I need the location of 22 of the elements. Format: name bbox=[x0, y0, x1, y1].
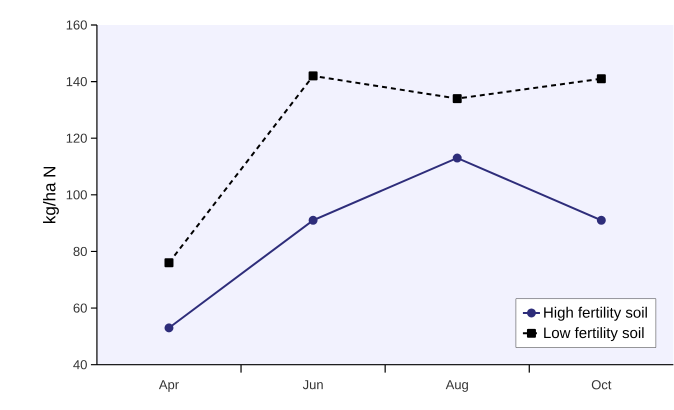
y-tick-label: 140 bbox=[66, 77, 87, 86]
point bbox=[596, 74, 606, 84]
x-tick-label: Apr bbox=[158, 380, 179, 392]
point bbox=[596, 216, 606, 225]
y-tick-label: 160 bbox=[66, 20, 87, 30]
point bbox=[452, 154, 462, 163]
x-tick-label: Aug bbox=[446, 380, 468, 392]
x-tick-label: Oct bbox=[592, 380, 612, 390]
y-tick-label: 100 bbox=[66, 190, 87, 200]
y-tick-label: 40 bbox=[73, 360, 87, 370]
x-tick-label: Jun bbox=[302, 380, 323, 390]
y-axis-title: kg/ha N bbox=[43, 167, 59, 224]
point bbox=[164, 258, 174, 268]
y-tick-label: 120 bbox=[66, 134, 87, 143]
legend-label: High fertility soil bbox=[544, 306, 647, 321]
point bbox=[164, 324, 174, 333]
y-tick-label: 60 bbox=[74, 304, 87, 313]
point bbox=[452, 94, 462, 104]
y-tick-label: 80 bbox=[74, 247, 87, 256]
legend-label: Low fertility soil bbox=[544, 327, 644, 342]
point bbox=[308, 216, 318, 225]
point bbox=[308, 72, 318, 81]
